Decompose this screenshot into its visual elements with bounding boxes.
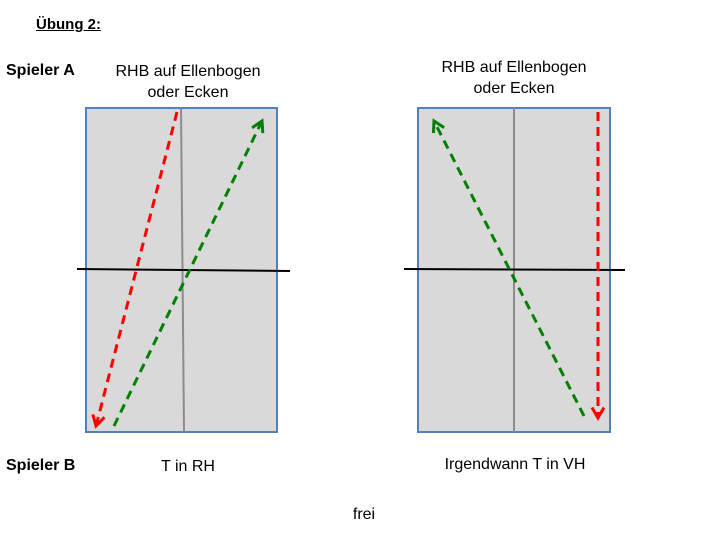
court-left-top-caption-line1: RHB auf Ellenbogen	[115, 63, 261, 80]
court-left-top-caption: RHB auf Ellenbogen oder Ecken	[88, 61, 288, 103]
court-right-top-caption-line1: RHB auf Ellenbogen	[441, 59, 587, 76]
player-a-label: Spieler A	[6, 62, 75, 79]
court-right-net	[403, 268, 626, 271]
court-left-net	[76, 268, 291, 272]
court-left-bottom-caption: T in RH	[161, 458, 215, 475]
court-right-bottom-caption: Irgendwann T in VH	[444, 456, 586, 473]
court-left-red-arrow	[91, 111, 179, 429]
footer-note: frei	[352, 506, 376, 523]
court-left-top-caption-line2: oder Ecken	[147, 84, 229, 101]
court-right	[403, 107, 626, 433]
exercise-title: Übung 2:	[36, 16, 101, 33]
court-left	[76, 107, 291, 433]
court-left-green-arrow	[112, 118, 265, 427]
court-right-green-arrow	[431, 118, 586, 417]
court-right-top-caption-line2: oder Ecken	[473, 80, 555, 97]
player-b-label: Spieler B	[6, 457, 76, 474]
court-right-top-caption: RHB auf Ellenbogen oder Ecken	[414, 57, 614, 99]
